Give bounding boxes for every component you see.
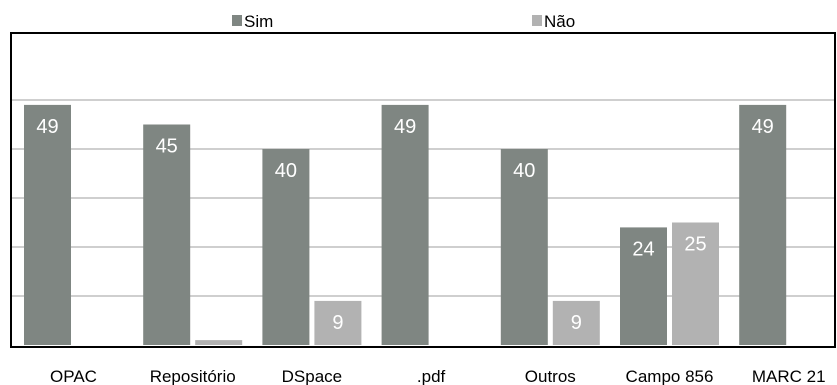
data-label-sim-opac: 49 <box>36 116 58 138</box>
bar-sim-marc-21 <box>739 104 787 346</box>
category-label-opac: OPAC <box>50 367 97 385</box>
data-label-nao-campo-856: 25 <box>684 234 706 256</box>
bar-sim-pdf <box>381 104 429 346</box>
legend-swatch-nao <box>532 15 542 26</box>
category-label-campo-856: Campo 856 <box>626 367 714 385</box>
bar-sim-outros <box>500 149 548 345</box>
bar-nao-dspace <box>314 300 362 345</box>
plot-area-frame <box>10 32 836 348</box>
category-label-repositorio: Repositório <box>150 367 236 385</box>
data-label-sim-repositorio: 45 <box>156 136 178 158</box>
data-label-nao-dspace: 9 <box>332 312 343 334</box>
legend: Sim Não <box>232 12 575 31</box>
bar-sim-repositorio <box>143 124 191 345</box>
bar-sim-campo-856 <box>620 227 667 345</box>
category-label-marc-21: MARC 21 <box>752 367 826 385</box>
legend-label-sim: Sim <box>244 12 273 31</box>
data-label-sim-dspace: 40 <box>275 160 297 182</box>
legend-swatch-sim <box>232 15 242 26</box>
legend-label-nao: Não <box>544 12 575 31</box>
data-label-sim-outros: 40 <box>513 160 535 182</box>
bar-nao-repositorio <box>195 340 243 345</box>
bar-sim-opac <box>24 104 71 346</box>
data-label-sim-campo-856: 24 <box>632 238 654 260</box>
data-label-nao-outros: 9 <box>571 312 582 334</box>
bars <box>24 104 787 346</box>
category-label-pdf: .pdf <box>417 367 446 385</box>
bar-sim-dspace <box>262 149 310 345</box>
bar-data-labels: 49 45 40 49 40 24 49 1 9 9 25 <box>36 116 773 373</box>
category-axis-labels: OPAC Repositório DSpace .pdf Outros Campo 856… <box>50 367 826 385</box>
data-label-sim-marc-21: 49 <box>752 116 774 138</box>
data-label-sim-pdf: 49 <box>394 116 416 138</box>
category-label-dspace: DSpace <box>282 367 342 385</box>
bar-nao-outros <box>552 300 600 345</box>
bar-nao-campo-856 <box>672 222 719 345</box>
data-label-nao-repositorio: 1 <box>213 351 224 373</box>
category-label-outros: Outros <box>525 367 576 385</box>
